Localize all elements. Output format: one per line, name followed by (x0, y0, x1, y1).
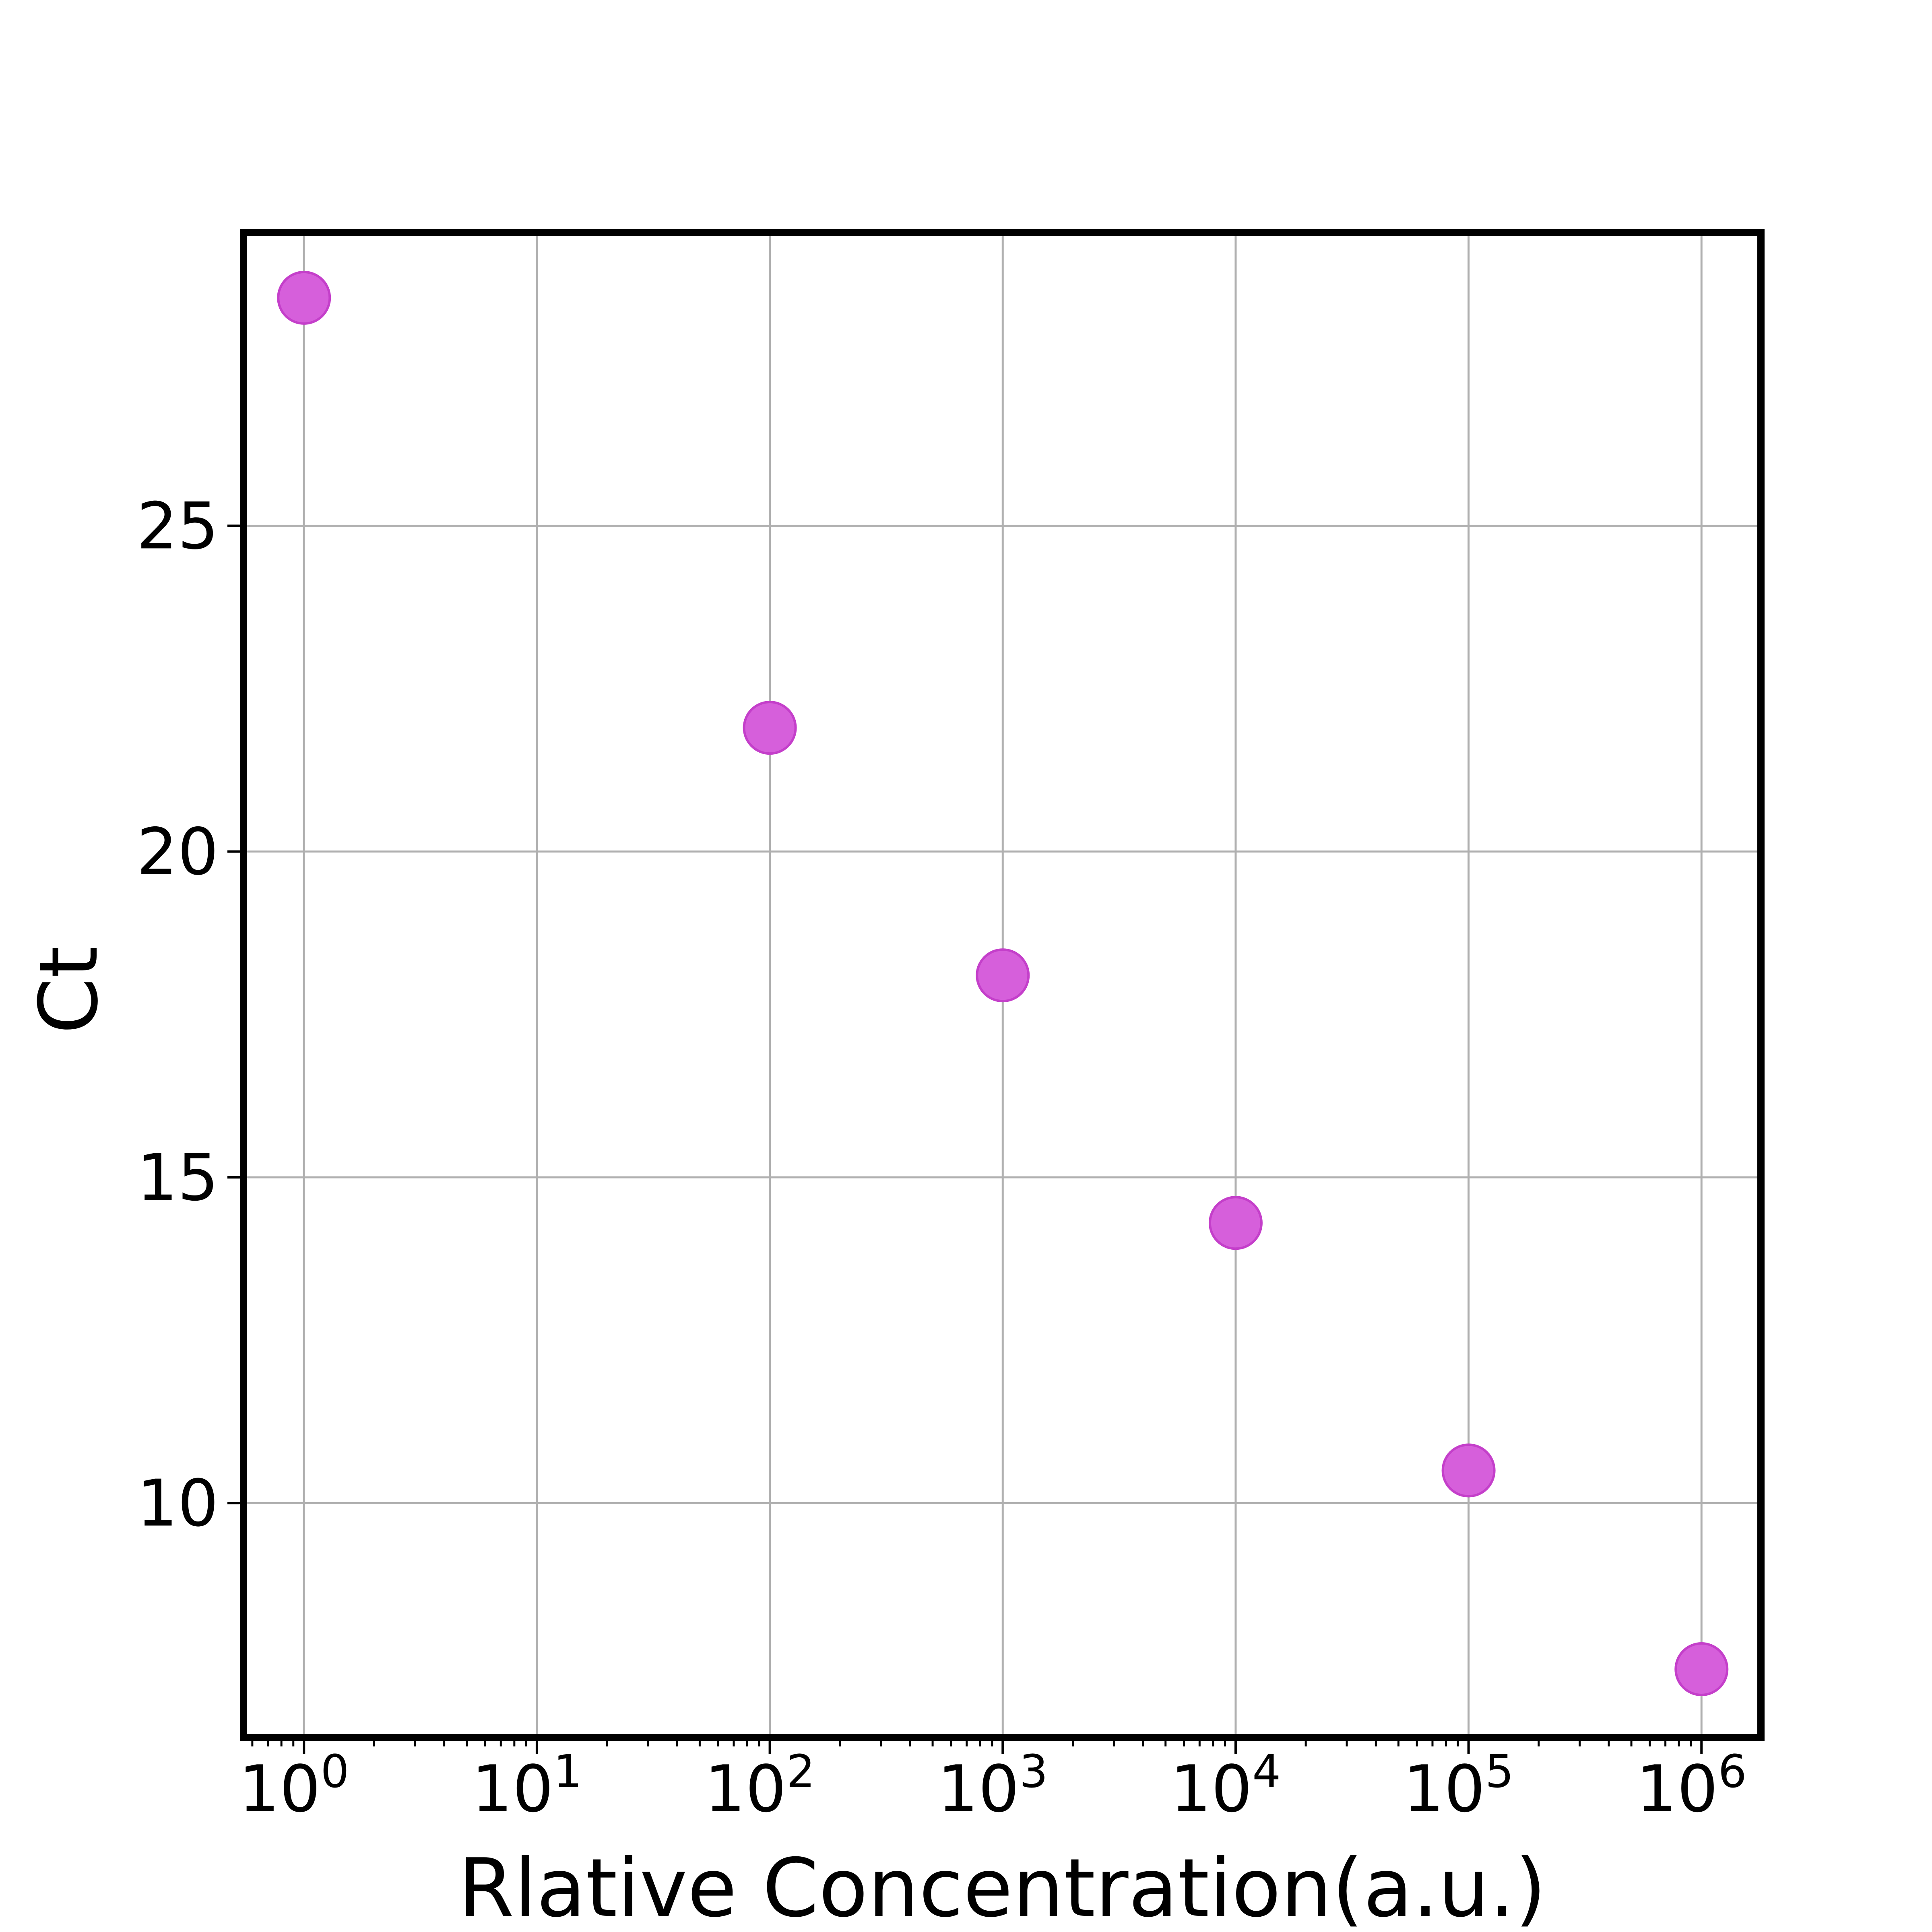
x-tick-label: 100 (239, 1746, 349, 1827)
data-points (277, 270, 1729, 1697)
x-tick-label-exponent: 2 (786, 1746, 815, 1798)
data-point (1208, 1196, 1263, 1250)
x-tick-label: 105 (1403, 1746, 1514, 1827)
plot-frame (240, 229, 1765, 1741)
y-tick-labels: 10 15 20 25 (136, 488, 219, 1541)
data-point (743, 701, 797, 755)
y-axis-label: Ct (22, 946, 116, 1034)
grid-lines (244, 233, 1761, 1738)
x-tick-labels: 100 101 102 103 104 105 106 (239, 1746, 1747, 1827)
x-tick-label-exponent: 0 (320, 1746, 349, 1798)
data-point (976, 948, 1030, 1003)
x-tick-label-exponent: 3 (1019, 1746, 1048, 1798)
x-tick-label-base: 10 (239, 1751, 321, 1827)
y-tick-label: 20 (136, 814, 219, 890)
x-tick-label: 103 (937, 1746, 1048, 1827)
x-tick-label: 102 (704, 1746, 815, 1827)
x-tick-label-base: 10 (1636, 1751, 1718, 1827)
data-point (277, 270, 331, 325)
x-tick-label-exponent: 5 (1485, 1746, 1514, 1798)
x-tick-label: 106 (1636, 1746, 1747, 1827)
data-point (1441, 1443, 1496, 1498)
x-tick-label-exponent: 4 (1252, 1746, 1281, 1798)
x-tick-label: 104 (1170, 1746, 1281, 1827)
x-tick-label: 101 (471, 1746, 582, 1827)
y-tick-label: 25 (136, 488, 219, 564)
x-tick-label-base: 10 (471, 1751, 553, 1827)
x-tick-label-base: 10 (1170, 1751, 1253, 1827)
x-tick-label-exponent: 1 (553, 1746, 582, 1798)
y-tick-label: 15 (136, 1140, 219, 1215)
x-tick-label-base: 10 (704, 1751, 786, 1827)
x-tick-label-exponent: 6 (1718, 1746, 1746, 1798)
x-tick-label-base: 10 (1403, 1751, 1485, 1827)
x-tick-label-base: 10 (937, 1751, 1020, 1827)
data-point (1674, 1642, 1729, 1697)
y-tick-label: 10 (136, 1466, 219, 1541)
x-axis-label: Rlative Concentration(a.u.) (458, 1841, 1546, 1932)
